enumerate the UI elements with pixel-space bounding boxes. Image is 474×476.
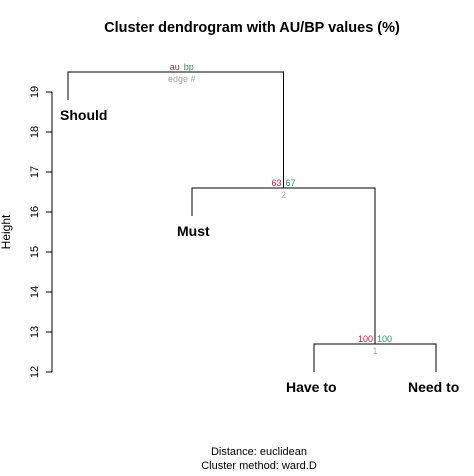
edge-number-label: 1 (372, 346, 377, 356)
bp-value-label: 67 (286, 178, 296, 188)
branch-merge-2 (191, 187, 376, 344)
branch-merge-3 (67, 71, 284, 188)
y-tick-label: 16 (29, 206, 41, 218)
y-axis-title: Height (0, 214, 13, 249)
leaf-label-have-to: Have to (286, 379, 337, 395)
bp-value-label: bp (184, 62, 194, 72)
au-value-label: 100 (358, 334, 373, 344)
leaf-label-need-to: Need to (408, 379, 459, 395)
leaf-label-must: Must (177, 223, 210, 239)
leaf-label-should: Should (60, 107, 107, 123)
y-tick-label: 19 (29, 86, 41, 98)
edge-number-label: edge # (168, 74, 196, 84)
y-axis: 12 13 14 15 16 17 18 19 (29, 86, 53, 378)
footer-distance: Distance: euclidean (211, 446, 307, 458)
au-value-label: 63 (271, 178, 281, 188)
y-tick-label: 17 (29, 166, 41, 178)
chart-title: Cluster dendrogram with AU/BP values (%) (104, 20, 400, 36)
leaf-labels: Should Must Have to Need to (60, 107, 459, 395)
footer-method: Cluster method: ward.D (201, 460, 317, 472)
bp-value-label: 100 (377, 334, 392, 344)
au-value-label: au (170, 62, 180, 72)
y-tick-label: 13 (29, 326, 41, 338)
y-tick-label: 14 (29, 286, 41, 298)
y-tick-label: 18 (29, 126, 41, 138)
edge-number-label: 2 (281, 190, 286, 200)
dendrogram-branches (67, 71, 437, 372)
y-tick-label: 12 (29, 366, 41, 378)
y-tick-label: 15 (29, 246, 41, 258)
